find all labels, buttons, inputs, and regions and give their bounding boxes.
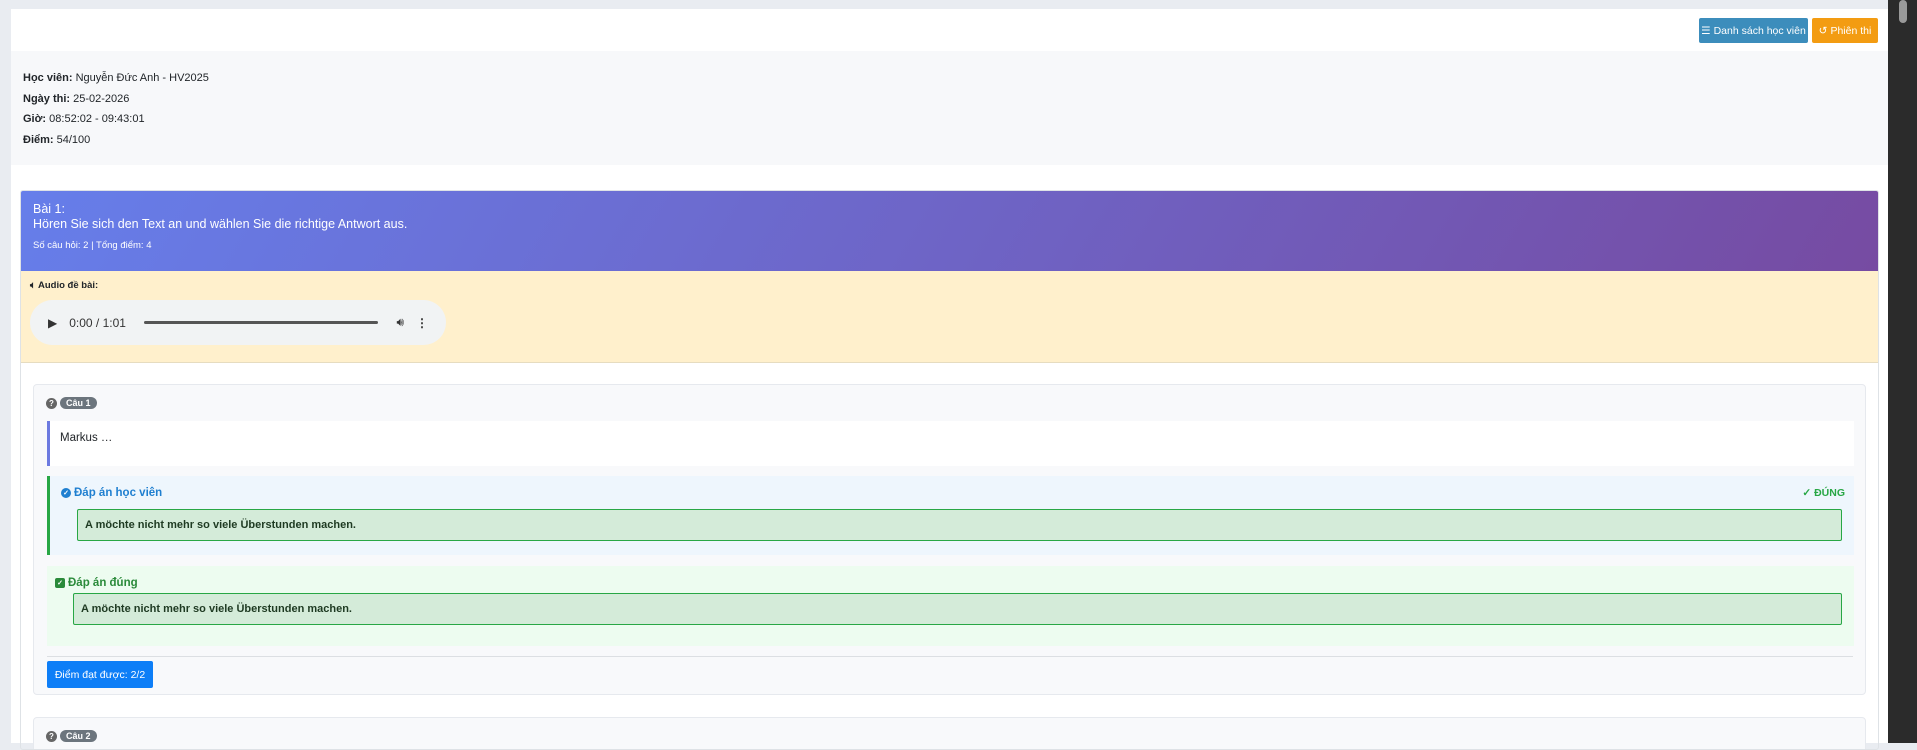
question-card: ? Câu 2 (33, 717, 1866, 749)
audio-player[interactable]: ▶ 0:00 / 1:01 🔊︎ ⋮ (30, 300, 446, 345)
speaker-icon: 🔈︎ (30, 280, 36, 291)
verdict-badge: ✓ ĐÚNG (1802, 487, 1845, 499)
scrollbar-thumb[interactable] (1899, 0, 1907, 23)
audio-time: 0:00 / 1:01 (69, 315, 126, 330)
session-button[interactable]: ↺ Phiên thi (1812, 18, 1878, 43)
student-row: Học viên: Nguyễn Đức Anh - HV2025 (23, 72, 209, 84)
more-options-icon[interactable]: ⋮ (416, 315, 428, 330)
play-icon[interactable]: ▶ (48, 315, 58, 330)
question-card: ? Câu 1 Markus … ✓ Đáp án học viên ✓ ĐÚNG … (33, 384, 1866, 695)
correct-answer-block: ✓ Đáp án đúng A möchte nicht mehr so viel… (47, 566, 1854, 646)
check-circle-icon: ✓ (61, 488, 71, 498)
date-row: Ngày thi: 25-02-2026 (23, 92, 130, 105)
question-icon: ? (46, 730, 57, 742)
student-answer: A möchte nicht mehr so viele Überstunden… (77, 509, 1842, 541)
toolbar: ☰ Danh sách học viên ↺ Phiên thi (11, 9, 1888, 51)
page: ☰ Danh sách học viên ↺ Phiên thi Học viên:… (11, 9, 1888, 750)
question-icon: ? (46, 397, 57, 409)
student-answer-block: ✓ Đáp án học viên ✓ ĐÚNG A möchte nicht m… (47, 476, 1854, 555)
question-text: Markus … (47, 421, 1854, 466)
student-list-button[interactable]: ☰ Danh sách học viên (1699, 18, 1808, 43)
section-title: Bài 1: (33, 202, 65, 216)
check-square-icon: ✓ (55, 578, 65, 588)
section-card: Bài 1: Hören Sie sich den Text an und wä… (20, 190, 1879, 750)
audio-seek-bar[interactable] (143, 321, 379, 324)
scrollbar[interactable] (1888, 0, 1917, 743)
volume-icon[interactable]: 🔊︎ (396, 315, 404, 329)
section-meta: Số câu hỏi: 2 | Tổng điểm: 4 (33, 240, 152, 251)
exam-info: Học viên: Nguyễn Đức Anh - HV2025 Ngày t… (11, 51, 1888, 165)
correct-answer: A möchte nicht mehr so viele Überstunden… (73, 593, 1842, 625)
section-header: Bài 1: Hören Sie sich den Text an und wä… (21, 191, 1878, 271)
time-row: Giờ: 08:52:02 - 09:43:01 (23, 113, 145, 125)
audio-section: 🔈︎ Audio đề bài: ▶ 0:00 / 1:01 🔊︎ ⋮ (21, 271, 1878, 363)
undo-icon: ↺ (1818, 24, 1828, 37)
score-row: Điểm: 54/100 (23, 133, 91, 146)
divider (47, 656, 1853, 657)
section-instruction: Hören Sie sich den Text an und wählen Si… (33, 217, 408, 231)
list-icon: ☰ (1701, 24, 1711, 37)
score-badge: Điểm đạt được: 2/2 (47, 661, 153, 688)
question-badge: Câu 1 (60, 397, 97, 409)
question-badge: Câu 2 (60, 730, 97, 742)
